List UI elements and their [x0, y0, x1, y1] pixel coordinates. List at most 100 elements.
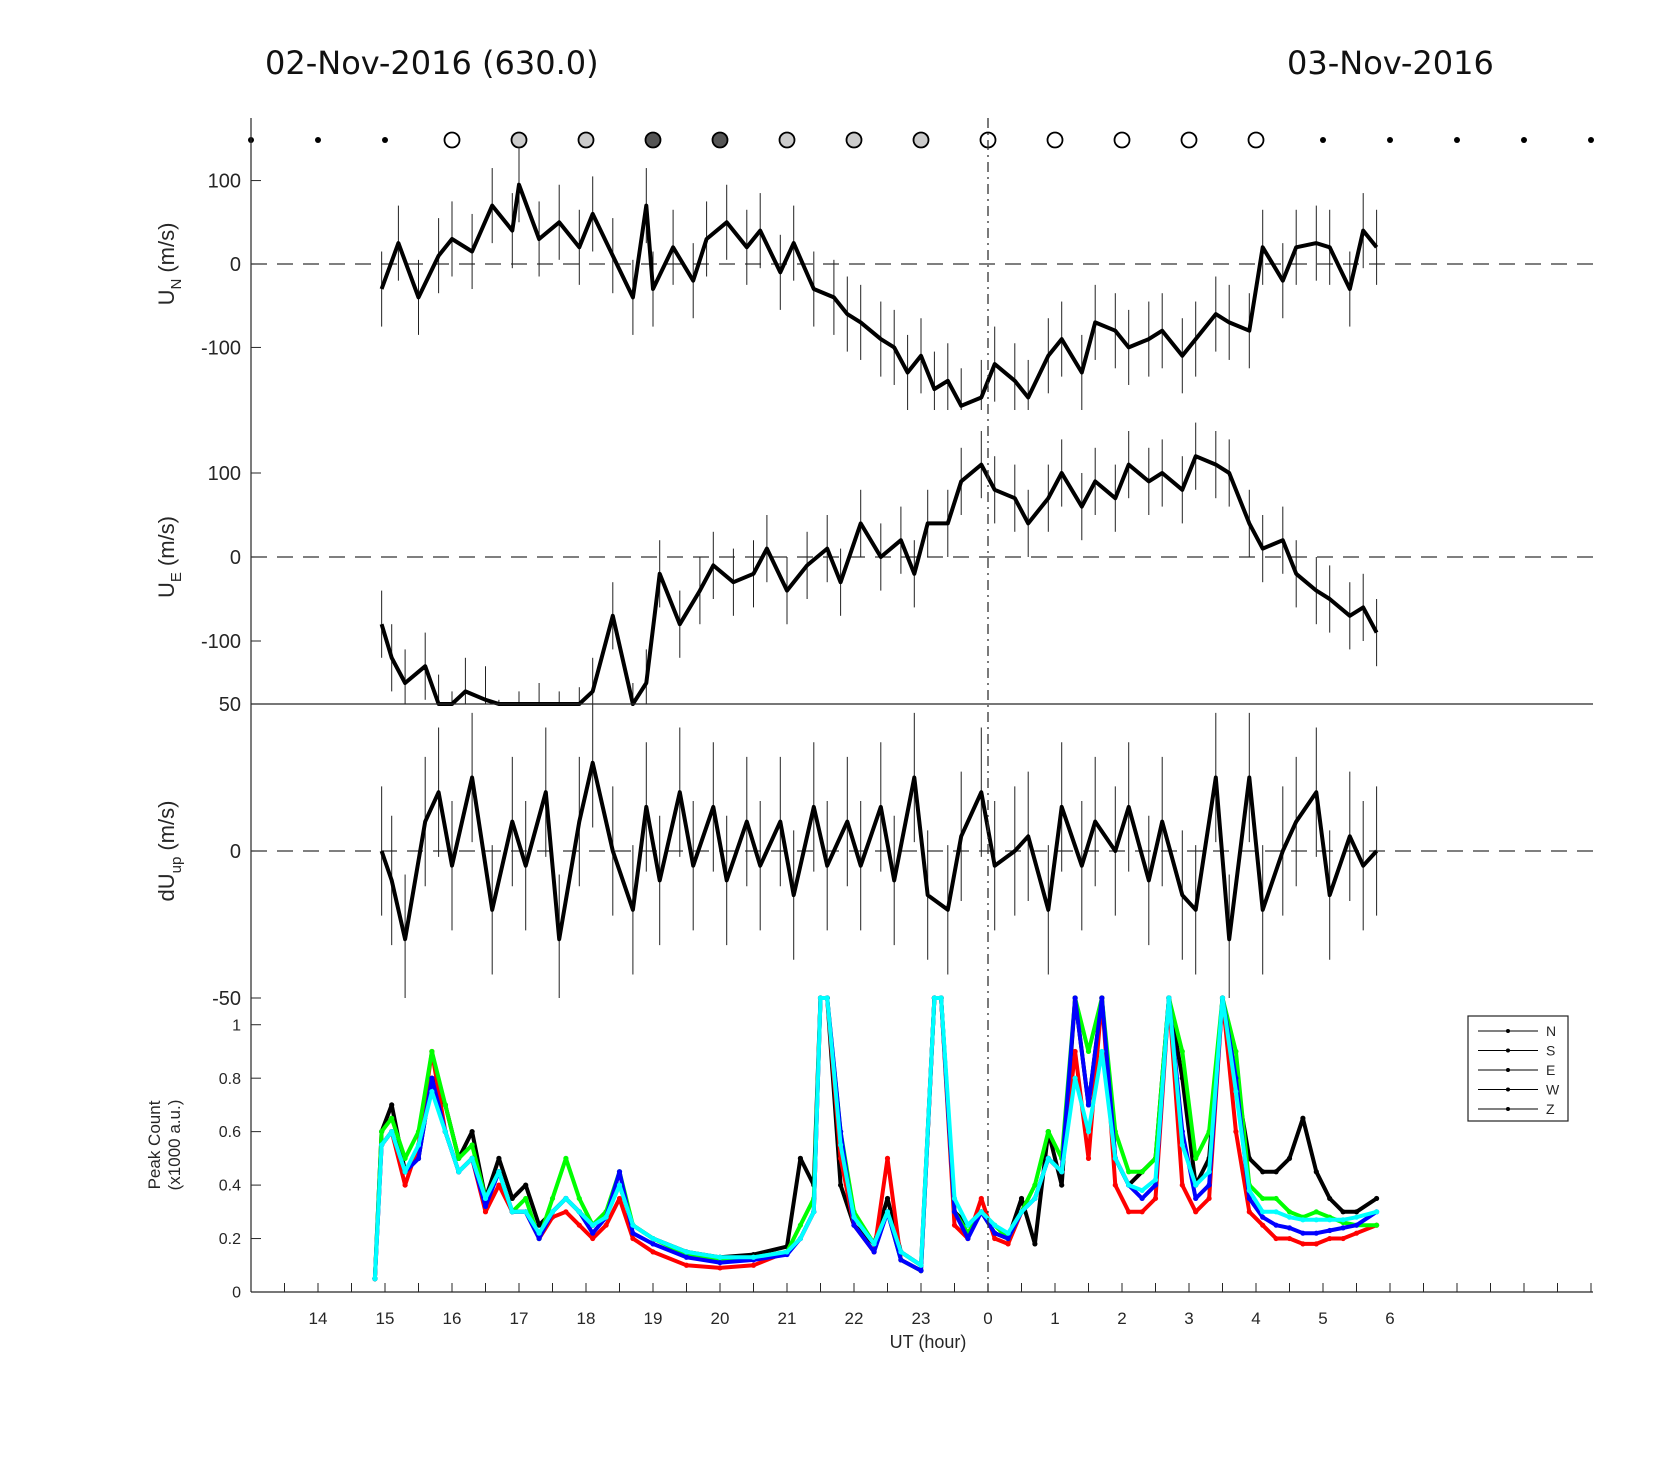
x-tick-label: 19	[644, 1309, 663, 1328]
data-point-Z	[931, 995, 938, 1001]
data-point-W	[1327, 1227, 1333, 1234]
data-point-Z	[1313, 1217, 1319, 1223]
data-point-Z	[992, 1222, 998, 1228]
y-axis-label-sub: E	[168, 572, 185, 582]
data-point-E	[1179, 1048, 1185, 1055]
data-point-Z	[456, 1169, 462, 1175]
y-tick-label: -100	[201, 337, 241, 359]
data-point-W	[616, 1169, 623, 1175]
data-point-W	[1340, 1225, 1346, 1231]
data-point-Z	[811, 1209, 817, 1215]
data-point-S	[1206, 1195, 1212, 1202]
data-point-E	[469, 1142, 475, 1148]
data-point-E	[429, 1048, 435, 1055]
data-point-E	[1233, 1048, 1239, 1055]
data-point-S	[1300, 1241, 1306, 1247]
y-axis-label: UN (m/s)	[154, 223, 185, 306]
data-point-Z	[1152, 1177, 1159, 1183]
data-point-S	[1072, 1048, 1078, 1055]
cloud-marker-light	[845, 131, 863, 149]
y-tick-label: 0.2	[219, 1231, 241, 1248]
data-point-Z	[884, 1209, 891, 1215]
data-point-W	[683, 1254, 690, 1260]
data-point-W	[650, 1241, 656, 1247]
data-point-Z	[1005, 1230, 1011, 1236]
data-point-N	[1313, 1169, 1319, 1175]
cloud-marker-dark	[711, 131, 729, 149]
data-point-N	[389, 1102, 395, 1108]
x-tick-label: 3	[1184, 1309, 1193, 1328]
data-point-S	[1193, 1209, 1199, 1215]
data-point-Z	[750, 1254, 757, 1260]
y-tick-label: 100	[208, 463, 241, 485]
data-point-S	[1246, 1209, 1252, 1215]
data-point-S	[576, 1222, 582, 1228]
data-point-E	[402, 1155, 408, 1161]
legend-marker	[1506, 1107, 1510, 1111]
x-tick-label: 18	[577, 1309, 596, 1328]
data-point-Z	[536, 1230, 542, 1236]
data-point-S	[750, 1262, 757, 1268]
data-point-N	[1353, 1209, 1360, 1215]
series-line	[379, 454, 1379, 706]
x-tick-label: 20	[711, 1309, 730, 1328]
data-point-N	[509, 1195, 515, 1202]
data-point-S	[683, 1262, 690, 1268]
cloud-marker-dot	[1320, 137, 1326, 143]
data-point-W	[590, 1230, 596, 1236]
data-point-Z	[1340, 1217, 1346, 1223]
data-point-Z	[1286, 1214, 1293, 1220]
data-point-Z	[784, 1249, 790, 1255]
y-tick-label: 0	[230, 547, 241, 569]
data-point-E	[1286, 1209, 1293, 1215]
legend-marker	[1506, 1029, 1510, 1033]
data-point-S	[951, 1222, 958, 1228]
data-point-S	[1139, 1209, 1145, 1215]
data-point-E	[1126, 1169, 1132, 1175]
data-point-S	[603, 1222, 609, 1228]
data-point-W	[992, 1230, 998, 1236]
data-point-Z	[429, 1088, 435, 1095]
data-point-E	[379, 1129, 385, 1135]
legend-label-N: N	[1546, 1023, 1556, 1039]
data-point-S	[1260, 1222, 1266, 1228]
data-point-W	[1139, 1195, 1145, 1202]
data-point-E	[1139, 1169, 1145, 1175]
data-point-N	[1374, 1195, 1380, 1202]
panel-peak: 1 0.8 0.6 0.4 0.2 0 Peak Count (x1000 a.u.)	[145, 995, 1380, 1302]
data-point-W	[1260, 1214, 1266, 1220]
data-point-Z	[1018, 1209, 1025, 1215]
series-line	[379, 760, 1379, 942]
legend-marker	[1506, 1087, 1510, 1092]
data-point-Z	[482, 1195, 489, 1202]
data-point-S	[1005, 1241, 1011, 1247]
data-point-S	[1112, 1182, 1118, 1188]
data-point-W	[851, 1222, 857, 1228]
data-point-S	[1286, 1235, 1293, 1242]
data-point-Z	[603, 1214, 609, 1220]
data-point-N	[1032, 1241, 1038, 1247]
data-point-Z	[918, 1262, 924, 1268]
cloud-marker-dot	[1454, 137, 1460, 143]
data-point-W	[1300, 1230, 1306, 1236]
data-point-Z	[1327, 1217, 1333, 1223]
data-point-Z	[1193, 1182, 1199, 1188]
data-point-S	[1233, 1129, 1239, 1135]
data-point-S	[496, 1182, 502, 1188]
data-point-W	[415, 1155, 422, 1161]
data-point-W	[717, 1260, 723, 1266]
cloud-marker-dot	[1521, 137, 1527, 143]
legend-marker	[1506, 1068, 1510, 1072]
data-point-W	[951, 1209, 958, 1215]
y-tick-label: 100	[208, 171, 241, 193]
data-point-N	[1018, 1195, 1025, 1202]
data-point-E	[523, 1195, 529, 1202]
data-point-Z	[683, 1249, 690, 1255]
data-point-Z	[978, 1209, 984, 1215]
data-point-Z	[965, 1222, 971, 1228]
data-point-W	[1313, 1230, 1319, 1236]
data-point-W	[965, 1235, 971, 1242]
data-point-Z	[1374, 1209, 1380, 1215]
x-tick-label: 4	[1251, 1309, 1260, 1328]
